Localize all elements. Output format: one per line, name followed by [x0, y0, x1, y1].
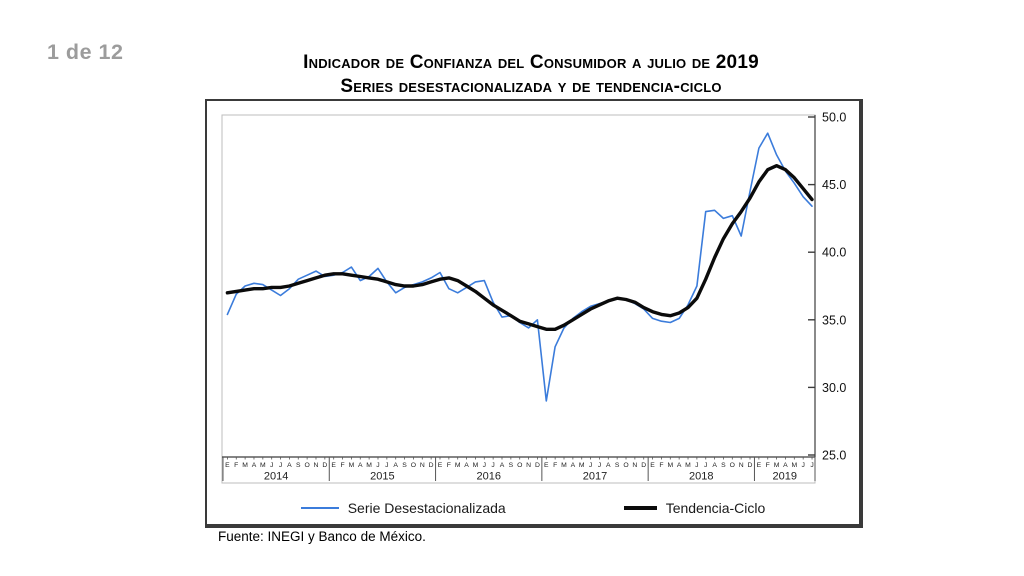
source-text: Fuente: INEGI y Banco de México. [218, 529, 426, 544]
month-tick-label: N [526, 462, 531, 469]
month-tick-label: J [270, 462, 273, 469]
month-tick-label: N [420, 462, 425, 469]
month-tick-label: J [385, 462, 388, 469]
month-tick-label: A [252, 462, 257, 469]
y-axis-tick-label: 45.0 [822, 178, 846, 192]
year-label: 2017 [583, 471, 607, 483]
month-tick-label: J [376, 462, 379, 469]
legend-line-sample-black [623, 506, 657, 510]
legend-label-serie-desestacionalizada: Serie Desestacionalizada [347, 500, 506, 516]
chart-title-line1: Indicador de Confianza del Consumidor a … [303, 52, 759, 73]
month-tick-label: S [402, 462, 407, 469]
month-tick-label: J [704, 462, 707, 469]
month-tick-label: J [598, 462, 601, 469]
month-tick-label: A [677, 462, 682, 469]
month-tick-label: N [314, 462, 319, 469]
month-tick-label: D [322, 462, 327, 469]
month-tick-label: E [438, 462, 443, 469]
month-tick-label: O [730, 462, 735, 469]
legend-label-tendencia-ciclo: Tendencia-Ciclo [665, 500, 766, 516]
month-tick-label: O [517, 462, 522, 469]
month-tick-label: J [801, 462, 804, 469]
month-tick-label: M [473, 462, 479, 469]
month-tick-label: M [685, 462, 691, 469]
chart-title-line2: Series desestacionalizada y de tendencia… [340, 75, 722, 97]
month-tick-label: E [544, 462, 549, 469]
month-tick-label: S [296, 462, 301, 469]
page-indicator: 1 de 12 [47, 40, 124, 64]
month-tick-label: A [783, 462, 788, 469]
month-tick-label: N [632, 462, 637, 469]
month-tick-label: D [535, 462, 540, 469]
year-labels: 2014 2015 2016 2017 2018 2019 [222, 457, 816, 483]
month-tick-label: F [340, 462, 344, 469]
month-tick-label: O [623, 462, 628, 469]
month-tick-label: F [447, 462, 451, 469]
month-tick-label: J [695, 462, 698, 469]
month-tick-label: O [304, 462, 309, 469]
month-tick-label: S [615, 462, 620, 469]
year-label: 2018 [689, 471, 713, 483]
month-tick-label: M [667, 462, 673, 469]
month-tick-label: D [641, 462, 646, 469]
month-tick-label: J [279, 462, 282, 469]
month-tick-label: J [491, 462, 494, 469]
chart-title: Indicador de Confianza del Consumidor a … [205, 51, 857, 98]
month-tick-label: S [509, 462, 514, 469]
legend-item-tendencia-ciclo: Tendencia-Ciclo [623, 500, 766, 516]
month-tick-label: M [579, 462, 585, 469]
month-tick-label: A [606, 462, 611, 469]
month-tick-label: S [721, 462, 726, 469]
month-tick-label: E [331, 462, 336, 469]
month-tick-label: F [234, 462, 238, 469]
month-tick-label: A [464, 462, 469, 469]
year-label: 2014 [264, 471, 288, 483]
y-axis: 50.0 45.0 40.0 35.0 30.0 25.0 [808, 111, 846, 463]
y-axis-tick-label: 50.0 [822, 111, 846, 125]
month-tick-label: M [774, 462, 780, 469]
month-tick-label: M [791, 462, 797, 469]
month-tick-label: A [287, 462, 292, 469]
y-axis-tick-label: 25.0 [822, 449, 846, 463]
year-label: 2019 [772, 471, 796, 483]
month-tick-label: F [659, 462, 663, 469]
month-tick-label: A [500, 462, 505, 469]
month-tick-label: A [393, 462, 398, 469]
month-tick-label: M [349, 462, 355, 469]
month-tick-label: E [225, 462, 230, 469]
month-tick-label: M [366, 462, 372, 469]
month-tick-label: A [358, 462, 363, 469]
chart-frame: 50.0 45.0 40.0 35.0 30.0 25.0 E F M A M J J A S O N D E F M A… [205, 99, 863, 528]
month-tick-label: A [571, 462, 576, 469]
chart-plot: 50.045.040.035.030.025.0E F M A M J J A S O N D E F M A… [221, 111, 846, 484]
month-tick-label: D [748, 462, 753, 469]
month-tick-label: F [553, 462, 557, 469]
month-tick-label: M [242, 462, 248, 469]
month-tick-label: D [429, 462, 434, 469]
y-axis-tick-label: 40.0 [822, 246, 846, 260]
month-tick-label: J [810, 462, 813, 469]
month-tick-label: E [757, 462, 762, 469]
month-tick-label: M [260, 462, 266, 469]
legend-line-sample-blue [300, 507, 339, 509]
y-axis-tick-label: 30.0 [822, 381, 846, 395]
chart-legend: Serie Desestacionalizada Tendencia-Ciclo [207, 497, 859, 519]
plot-area-border [221, 114, 816, 484]
month-tick-label: F [766, 462, 770, 469]
month-tick-label: J [589, 462, 592, 469]
y-axis-tick-label: 35.0 [822, 313, 846, 327]
year-label: 2016 [476, 471, 500, 483]
series-line-desestacionalizada [226, 132, 813, 402]
month-tick-label: J [483, 462, 486, 469]
legend-item-serie-desestacionalizada: Serie Desestacionalizada [300, 500, 506, 516]
month-tick-label: E [650, 462, 655, 469]
series-line-tendencia-ciclo [225, 163, 814, 332]
month-tick-label: N [739, 462, 744, 469]
month-tick-label: O [411, 462, 416, 469]
month-tick-label: A [712, 462, 717, 469]
month-tick-label: M [455, 462, 461, 469]
month-tick-label: M [561, 462, 567, 469]
year-label: 2015 [370, 471, 394, 483]
